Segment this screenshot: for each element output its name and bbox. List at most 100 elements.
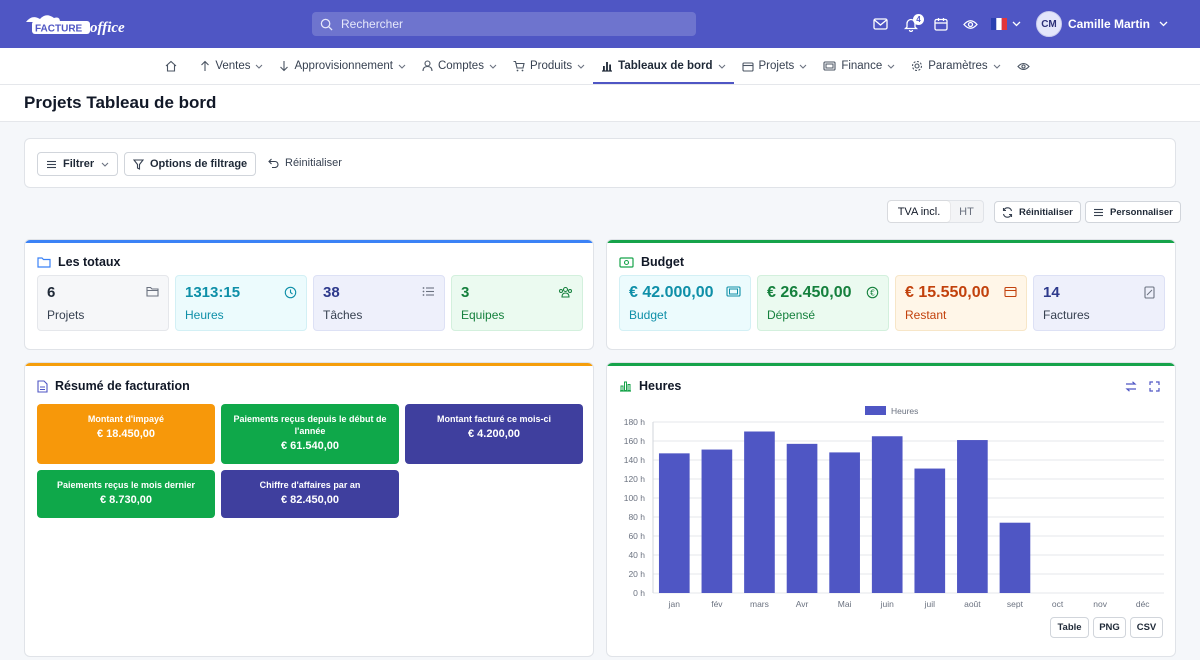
card-title: Heures bbox=[619, 379, 681, 393]
sliders-icon bbox=[47, 160, 56, 168]
chevron-down-icon bbox=[799, 64, 807, 69]
banknote-icon bbox=[823, 61, 836, 71]
chevron-down-icon bbox=[993, 64, 1001, 69]
page-title: Projets Tableau de bord bbox=[24, 93, 217, 112]
bar-jan bbox=[658, 453, 690, 593]
bar-chart-icon bbox=[620, 381, 631, 392]
reset-filters-label: Réinitialiser bbox=[285, 157, 342, 169]
billing-last-month-payments-tile[interactable]: Paiements reçus le mois dernier € 8.730,… bbox=[37, 470, 215, 518]
wallet-icon bbox=[1004, 286, 1017, 298]
billing-value: € 18.450,00 bbox=[96, 428, 156, 440]
x-tick-label: sept bbox=[1007, 599, 1024, 609]
tile-value: 14 bbox=[1043, 284, 1060, 301]
nav-visibility[interactable] bbox=[1009, 48, 1043, 84]
billing-unpaid-tile[interactable]: Montant d'impayé € 18.450,00 bbox=[37, 404, 215, 464]
billing-label: Chiffre d'affaires par an bbox=[259, 480, 361, 490]
tile-label: Factures bbox=[1043, 308, 1090, 322]
user-menu[interactable]: CM Camille Martin bbox=[1035, 11, 1168, 37]
bar-fév bbox=[701, 449, 733, 593]
reset-filters-button[interactable]: Réinitialiser bbox=[268, 157, 342, 169]
folder-icon bbox=[146, 286, 159, 297]
chevron-down-icon bbox=[1012, 21, 1021, 27]
budget-tile-budget: € 42.000,00 Budget bbox=[619, 275, 751, 331]
facture-office-logo[interactable]: FACTURE office bbox=[24, 10, 132, 38]
french-flag-icon bbox=[990, 18, 1007, 30]
nav-produits[interactable]: Produits bbox=[505, 48, 593, 84]
eye-icon bbox=[1016, 62, 1030, 70]
nav-home[interactable] bbox=[157, 48, 192, 84]
billing-annual-revenue-tile[interactable]: Chiffre d'affaires par an € 82.450,00 bbox=[221, 470, 399, 518]
total-tile-equipes: 3 Equipes bbox=[451, 275, 583, 331]
card-accent bbox=[607, 363, 1175, 366]
mail-icon bbox=[873, 18, 889, 30]
filter-options-button[interactable]: Options de filtrage bbox=[124, 152, 257, 176]
tax-toggle[interactable]: TVA incl. HT bbox=[887, 200, 984, 223]
nav-comptes[interactable]: Comptes bbox=[414, 48, 505, 84]
billing-value: € 82.450,00 bbox=[280, 494, 340, 506]
x-tick-label: août bbox=[964, 599, 981, 609]
calendar-icon bbox=[934, 18, 948, 31]
expand-icon[interactable] bbox=[1149, 381, 1160, 392]
billing-value: € 8.730,00 bbox=[100, 494, 152, 506]
calendar-button[interactable] bbox=[926, 0, 956, 48]
y-tick-label: 20 h bbox=[628, 569, 645, 579]
nav-projets[interactable]: Projets bbox=[734, 48, 816, 84]
invoice-icon bbox=[1144, 286, 1155, 299]
chevron-down-icon bbox=[398, 64, 406, 69]
billing-month-invoiced-tile[interactable]: Montant facturé ce mois-ci € 4.200,00 bbox=[405, 404, 583, 464]
mail-button[interactable] bbox=[866, 0, 896, 48]
chevron-down-icon bbox=[1159, 21, 1168, 27]
nav-ventes[interactable]: Ventes bbox=[192, 48, 271, 84]
hours-bar-chart: 0 h 20 h 40 h 60 h 80 h 100 h 120 h 140 h 160 h 1… bbox=[624, 406, 1164, 609]
clock-icon bbox=[284, 286, 297, 299]
svg-text:€: € bbox=[870, 288, 875, 297]
x-tick-label: déc bbox=[1136, 599, 1150, 609]
billing-label: Montant facturé ce mois-ci bbox=[436, 414, 552, 424]
y-tick-label: 120 h bbox=[624, 474, 646, 484]
export-csv-button[interactable]: CSV bbox=[1130, 617, 1163, 638]
top-bar: FACTURE office Rechercher 4 CM Camille M… bbox=[0, 0, 1200, 48]
y-tick-label: 100 h bbox=[624, 493, 646, 503]
visibility-button[interactable] bbox=[956, 0, 986, 48]
tile-value: 6 bbox=[47, 284, 56, 301]
billing-ytd-payments-tile[interactable]: Paiements reçus depuis le début de l'ann… bbox=[221, 404, 399, 464]
billing-label: Paiements reçus depuis le début de l'ann… bbox=[233, 414, 387, 436]
nav-approvisionnement[interactable]: Approvisionnement bbox=[271, 48, 413, 84]
tax-incl-option[interactable]: TVA incl. bbox=[888, 201, 950, 222]
nav-finance[interactable]: Finance bbox=[815, 48, 903, 84]
customize-button[interactable]: Personnaliser bbox=[1085, 201, 1181, 223]
nav-label: Finance bbox=[841, 60, 883, 72]
language-selector[interactable] bbox=[986, 0, 1026, 48]
page-header: Projets Tableau de bord bbox=[0, 85, 1200, 122]
bar-sept bbox=[999, 522, 1031, 593]
card-accent bbox=[25, 363, 593, 366]
export-table-button[interactable]: Table bbox=[1050, 617, 1089, 638]
y-tick-label: 80 h bbox=[628, 512, 645, 522]
nav-label: Comptes bbox=[437, 60, 484, 72]
top-actions: 4 CM Camille Martin bbox=[866, 0, 1200, 48]
budget-tile-restant: € 15.550,00 Restant bbox=[895, 275, 1027, 331]
y-tick-label: 140 h bbox=[624, 455, 646, 465]
notifications-button[interactable]: 4 bbox=[896, 0, 926, 48]
avatar: CM bbox=[1035, 11, 1062, 37]
nav-parametres[interactable]: Paramètres bbox=[903, 48, 1008, 84]
banknote-icon bbox=[619, 256, 634, 268]
search-placeholder: Rechercher bbox=[341, 17, 404, 31]
tax-excl-option[interactable]: HT bbox=[959, 205, 974, 218]
filter-button[interactable]: Filtrer bbox=[37, 152, 119, 176]
x-tick-label: jan bbox=[668, 599, 681, 609]
reset-dashboard-button[interactable]: Réinitialiser bbox=[994, 201, 1081, 223]
tile-value: 1313:15 bbox=[185, 284, 241, 301]
export-png-button[interactable]: PNG bbox=[1093, 617, 1126, 638]
swap-icon[interactable] bbox=[1125, 381, 1137, 392]
x-tick-label: mars bbox=[750, 599, 769, 609]
nav-tableaux-de-bord[interactable]: Tableaux de bord bbox=[593, 48, 734, 84]
search-input[interactable]: Rechercher bbox=[312, 12, 696, 36]
x-tick-label: Avr bbox=[796, 599, 809, 609]
main-nav: Ventes Approvisionnement Comptes Produit… bbox=[0, 48, 1200, 85]
total-tile-projets: 6 Projets bbox=[37, 275, 169, 331]
home-icon bbox=[165, 60, 177, 72]
total-tile-taches: 38 Tâches bbox=[313, 275, 445, 331]
euro-coin-icon: € bbox=[866, 286, 879, 299]
filter-bar: Filtrer Options de filtrage Réinitialise… bbox=[24, 138, 1176, 188]
